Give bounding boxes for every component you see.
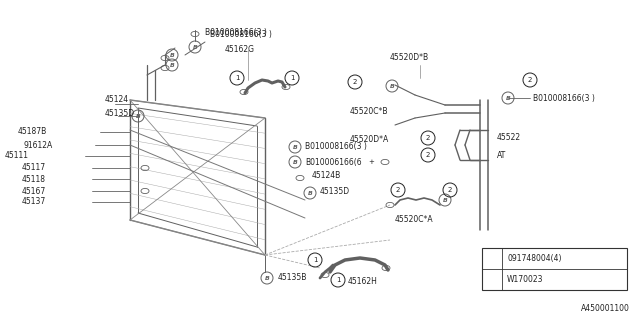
Text: 2: 2 [426,152,430,158]
Text: B010006166(6: B010006166(6 [305,157,362,166]
Text: B: B [292,145,298,150]
Text: 45111: 45111 [5,151,29,161]
Text: 2: 2 [528,77,532,83]
Text: 45520C*A: 45520C*A [395,215,434,225]
Text: 1: 1 [290,75,294,81]
Text: B: B [193,45,197,50]
Text: B010008166(3 ): B010008166(3 ) [533,93,595,102]
Text: 1: 1 [336,277,340,283]
Text: 45162G: 45162G [225,45,255,54]
Text: 45124B: 45124B [312,172,341,180]
Text: B: B [506,96,510,101]
Text: B: B [170,53,174,58]
Text: B: B [136,114,140,119]
Text: 2: 2 [426,135,430,141]
Text: 45522: 45522 [497,133,521,142]
Text: B: B [292,160,298,165]
Text: B010008166(3 ): B010008166(3 ) [305,142,367,151]
Text: 45135D: 45135D [105,108,135,117]
Text: +: + [368,159,374,165]
Text: 1: 1 [313,257,317,263]
Text: 2: 2 [396,187,400,193]
Text: 45117: 45117 [22,164,46,172]
Text: B: B [308,191,312,196]
FancyBboxPatch shape [482,248,627,290]
Text: 45124: 45124 [105,95,129,105]
Text: 91612A: 91612A [23,140,52,149]
Text: A450001100: A450001100 [581,304,630,313]
Text: B: B [170,63,174,68]
Text: B: B [443,198,447,203]
Text: 45135D: 45135D [320,188,350,196]
Text: B: B [264,276,269,281]
Text: B​010008166​(​3​ ): B​010008166​(​3​ ) [205,28,267,37]
Text: 45162H: 45162H [348,277,378,286]
Text: 45118: 45118 [22,174,46,183]
Text: 45187B: 45187B [18,127,47,137]
Text: 2: 2 [448,187,452,193]
Text: 45520C*B: 45520C*B [350,108,388,116]
Text: 2: 2 [353,79,357,85]
Text: 2: 2 [490,276,494,282]
Text: 45135B: 45135B [278,274,307,283]
Text: W170023: W170023 [507,275,543,284]
Text: B010008166(3 ): B010008166(3 ) [210,30,272,39]
Text: 1: 1 [490,255,494,261]
Text: B: B [390,84,394,89]
Text: 45520D*B: 45520D*B [390,52,429,61]
Text: 45137: 45137 [22,197,46,206]
Text: 091748004(4): 091748004(4) [507,253,561,262]
Text: 45520D*A: 45520D*A [350,135,389,145]
Text: AT: AT [497,150,506,159]
Text: 45167: 45167 [22,187,46,196]
Text: 1: 1 [235,75,239,81]
